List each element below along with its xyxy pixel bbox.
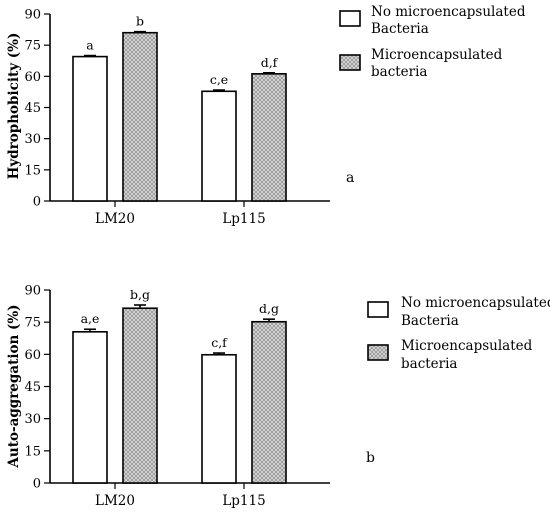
y-tick-label: 0 [33, 195, 41, 210]
legend-swatch-microencapsulated [339, 54, 361, 71]
y-axis-label: Auto-aggregation (%) [6, 304, 22, 468]
y-axis-label: Hydrophobicity (%) [6, 33, 22, 180]
legend-entry-no-microencapsulated-line1: No microencapsulated [371, 4, 526, 20]
significance-label: b [136, 14, 144, 29]
legend-swatch-microencapsulated [367, 344, 389, 361]
y-tick-label: 90 [24, 284, 41, 299]
significance-label: d,g [259, 301, 279, 316]
bar-no-microencapsulated-lp115 [201, 90, 237, 202]
legend-entry-microencapsulated-line1: Microencapsulated [401, 338, 533, 354]
panel-label: b [366, 450, 375, 466]
bar-microencapsulated-lm20 [122, 307, 158, 484]
bar-no-microencapsulated-lp115 [201, 353, 237, 484]
y-tick-label: 60 [24, 70, 41, 85]
legend-entry-no-microencapsulated-line1: No microencapsulated [401, 295, 550, 311]
x-tick-label-lp115: Lp115 [222, 211, 265, 227]
y-tick-label: 30 [24, 132, 41, 147]
legend-entry-microencapsulated-line2: bacteria [401, 356, 458, 372]
bar-no-microencapsulated-lm20 [72, 55, 108, 202]
significance-label: d,f [261, 55, 279, 70]
y-tick-label: 15 [24, 163, 41, 178]
y-tick-label: 15 [24, 444, 41, 459]
y-tick-label: 75 [24, 316, 41, 331]
legend-entry-no-microencapsulated-line2: Bacteria [401, 313, 459, 329]
legend: No microencapsulated Bacteria Microencap… [339, 4, 526, 80]
significance-label: a,e [81, 311, 100, 326]
y-tick-label: 45 [24, 101, 41, 116]
legend: No microencapsulated Bacteria Microencap… [367, 295, 550, 372]
legend-entry-microencapsulated-line1: Microencapsulated [371, 47, 503, 63]
bar-microencapsulated-lm20 [122, 31, 158, 202]
panel-label: a [346, 170, 354, 186]
chart-panel-a: 0 15 30 45 60 75 90 LM20 Lp115 a c,e b d,f Hydrophob… [6, 4, 526, 227]
y-tick-label: 30 [24, 412, 41, 427]
x-tick-label-lm20: LM20 [95, 211, 135, 227]
y-tick-label: 60 [24, 348, 41, 363]
significance-label: c,f [211, 335, 228, 350]
legend-swatch-no-microencapsulated [339, 10, 361, 27]
y-tick-label: 0 [33, 477, 41, 492]
legend-entry-microencapsulated-line2: bacteria [371, 64, 428, 80]
significance-label: a [86, 38, 94, 53]
legend-swatch-no-microencapsulated [367, 301, 389, 318]
y-tick-label: 90 [24, 8, 41, 23]
x-tick-label-lp115: Lp115 [222, 493, 265, 509]
y-tick-label: 45 [24, 380, 41, 395]
x-tick-label-lm20: LM20 [95, 493, 135, 509]
significance-label: c,e [210, 72, 228, 87]
bar-microencapsulated-lp115 [251, 73, 287, 202]
legend-entry-no-microencapsulated-line2: Bacteria [371, 21, 429, 37]
chart-panel-b: 0 15 30 45 60 75 90 LM20 Lp115 a,e c,f b,g d,g Auto-… [6, 284, 550, 510]
bar-microencapsulated-lp115 [251, 320, 287, 484]
significance-label: b,g [130, 287, 150, 302]
bar-no-microencapsulated-lm20 [72, 331, 108, 484]
y-tick-label: 75 [24, 39, 41, 54]
